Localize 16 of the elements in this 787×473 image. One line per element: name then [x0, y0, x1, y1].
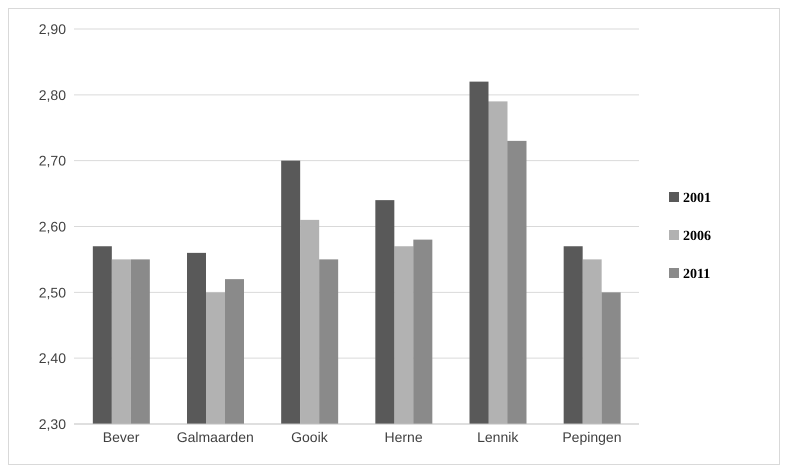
y-tick-label: 2,80 [38, 86, 66, 103]
legend-label: 2001 [683, 190, 711, 206]
x-tick-label: Herne [384, 428, 423, 445]
y-tick-label: 2,90 [38, 20, 66, 37]
x-tick-label: Gooik [291, 428, 329, 445]
x-tick-label: Lennik [477, 428, 520, 445]
x-tick-label: Pepingen [562, 428, 622, 445]
y-tick-label: 2,60 [38, 218, 66, 234]
x-tick-label: Bever [102, 428, 140, 445]
y-tick-label: 2,40 [38, 350, 66, 366]
y-tick-label: 2,70 [38, 152, 66, 169]
y-tick-label: 2,50 [38, 284, 66, 300]
legend-label: 2011 [683, 266, 710, 282]
x-tick-label: Galmaarden [176, 428, 254, 445]
y-tick-label: 2,30 [38, 416, 66, 432]
legend-label: 2006 [683, 228, 711, 244]
